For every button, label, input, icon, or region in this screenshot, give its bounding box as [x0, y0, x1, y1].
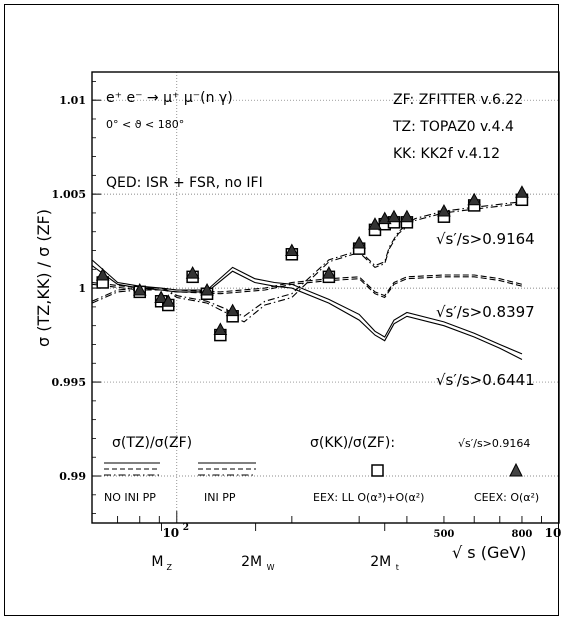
series-line-no-ini-pp-06441 — [91, 259, 523, 355]
legend-ini-pp-lines — [198, 462, 256, 476]
ceex-marker — [185, 266, 200, 279]
ceex-marker — [154, 290, 168, 303]
mass-marker-subscript: t — [396, 563, 399, 572]
legend-eex-marker — [371, 464, 384, 477]
legend-ceex: CEEX: O(α²) — [474, 491, 539, 504]
ceex-marker — [352, 235, 366, 249]
series-line-no-ini-pp-09164 — [91, 201, 523, 317]
x-tick-label: 500 — [434, 529, 455, 540]
mass-marker-subscript: W — [267, 563, 275, 572]
cut-08397-label: √s′/s>0.8397 — [436, 303, 535, 321]
zf-label: ZF: ZFITTER v.6.22 — [393, 92, 523, 108]
ceex-marker — [285, 243, 299, 257]
legend-kk-cut: √s′/s>0.9164 — [458, 437, 530, 450]
mass-marker-label: 2M — [370, 554, 391, 570]
series-lines — [91, 201, 523, 360]
tz-label: TZ: TOPAZ0 v.4.4 — [392, 119, 514, 135]
ceex-marker — [400, 209, 414, 223]
ceex-marker — [200, 282, 214, 296]
ceex-marker — [437, 204, 451, 217]
ceex-marker — [322, 266, 336, 279]
y-tick-label: 0.995 — [52, 376, 86, 389]
mass-marker-label: M — [151, 554, 163, 570]
ceex-marker — [515, 185, 529, 198]
y-axis-label: σ (TZ,KK) / σ (ZF) — [34, 209, 53, 347]
x-tick-label: 800 — [512, 529, 533, 540]
legend-tz-title: σ(TZ)/σ(ZF) — [112, 435, 192, 451]
cut-06441-label: √s′/s>0.6441 — [436, 371, 535, 389]
data-markers — [95, 185, 529, 342]
ceex-marker — [467, 192, 482, 206]
ceex-marker — [132, 282, 147, 296]
series-line-ini-pp-08397 — [91, 276, 523, 299]
legend-no-ini-pp: NO INI PP — [104, 491, 156, 504]
process-label: e⁺ e⁻ → μ⁺ μ⁻(n γ) — [106, 90, 233, 106]
legend-no-ini-pp-lines — [104, 462, 160, 476]
angle-label: 0° < ϑ < 180° — [106, 118, 184, 131]
ceex-marker — [368, 217, 382, 230]
cut-09164-label: √s′/s>0.9164 — [436, 230, 535, 248]
ceex-marker — [213, 322, 228, 335]
x-tick-label: 10 — [162, 526, 179, 540]
ceex-marker — [225, 303, 240, 317]
ceex-marker — [387, 209, 401, 223]
x-tick-label: 10 — [545, 526, 562, 540]
ceex-marker — [95, 267, 110, 281]
legend-eex: EEX: LL O(α³)+O(α²) — [313, 491, 424, 504]
mass-marker-subscript: Z — [166, 563, 172, 572]
legend-ceex-marker — [509, 462, 523, 477]
legend-ceex-triangle — [509, 462, 523, 477]
series-line-ini-pp-06441 — [91, 265, 523, 360]
y-tick-label: 1 — [78, 282, 86, 295]
y-tick-label: 1.01 — [59, 94, 86, 107]
y-tick-label: 1.005 — [52, 188, 86, 201]
x-tick-exponent: 2 — [183, 523, 189, 533]
qed-label: QED: ISR + FSR, no IFI — [106, 175, 263, 191]
ceex-marker — [161, 294, 176, 307]
series-line-no-ini-pp-08397 — [91, 274, 523, 297]
kk-label: KK: KK2f v.4.12 — [393, 146, 500, 162]
legend-kk-title: σ(KK)/σ(ZF): — [310, 435, 395, 451]
plot-area — [91, 71, 560, 524]
legend-ini-pp: INI PP — [204, 491, 236, 504]
y-tick-label: 0.99 — [59, 470, 86, 483]
ceex-marker — [377, 211, 392, 225]
mass-marker-label: 2M — [241, 554, 262, 570]
x-axis-label: √ s (GeV) — [452, 543, 526, 562]
